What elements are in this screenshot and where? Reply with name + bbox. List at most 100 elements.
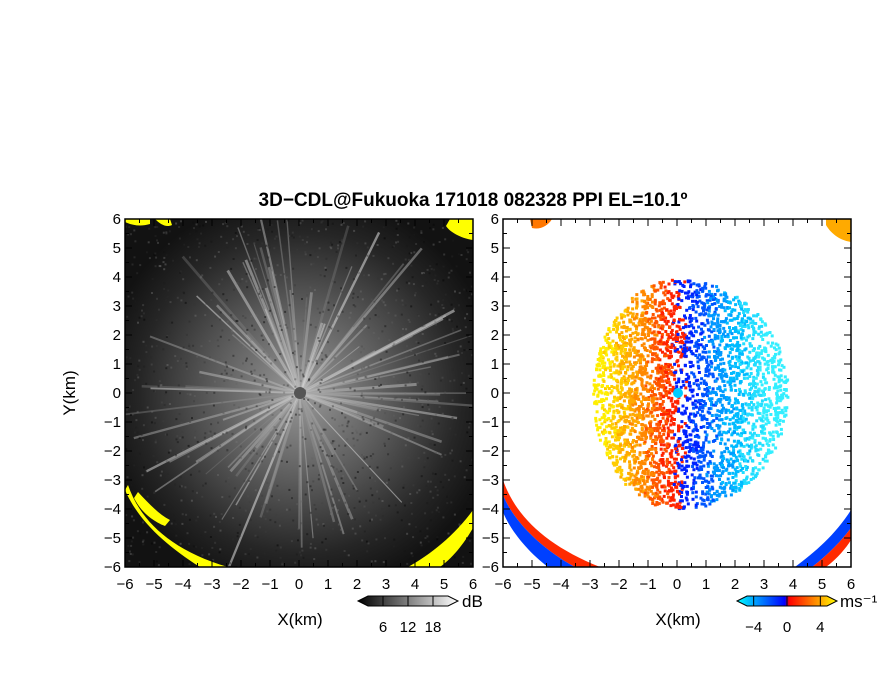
- velocity-pixel: [646, 469, 650, 473]
- velocity-pixel: [739, 327, 743, 331]
- reflectivity-speckle: [356, 471, 359, 473]
- velocity-pixel: [698, 407, 702, 410]
- reflectivity-speckle: [460, 254, 463, 256]
- velocity-pixel: [654, 448, 658, 452]
- velocity-pixel: [725, 375, 729, 378]
- velocity-pixel: [680, 455, 684, 459]
- velocity-pixel: [678, 340, 682, 344]
- velocity-pixel: [654, 451, 658, 455]
- reflectivity-speckle: [182, 449, 185, 452]
- velocity-pixel: [597, 383, 601, 387]
- velocity-pixel: [761, 414, 765, 418]
- reflectivity-speckle: [413, 436, 416, 439]
- velocity-pixel: [719, 362, 723, 366]
- velocity-pixel: [700, 502, 704, 506]
- reflectivity-speckle: [247, 495, 250, 498]
- velocity-pixel: [608, 431, 612, 435]
- velocity-pixel: [686, 280, 690, 284]
- x-tick-label: 4: [411, 576, 419, 593]
- reflectivity-speckle: [267, 561, 270, 564]
- velocity-pixel: [662, 494, 666, 498]
- velocity-pixel: [646, 404, 650, 408]
- velocity-pixel: [724, 372, 727, 376]
- velocity-pixel: [727, 354, 731, 358]
- velocity-pixel: [760, 324, 764, 328]
- velocity-pixel: [697, 291, 701, 295]
- velocity-pixel: [607, 375, 611, 379]
- reflectivity-speckle: [381, 508, 384, 511]
- reflectivity-speckle: [286, 384, 289, 387]
- velocity-pixel: [611, 455, 615, 458]
- velocity-pixel: [644, 384, 648, 388]
- velocity-pixel: [662, 411, 666, 414]
- reflectivity-speckle: [132, 536, 135, 539]
- reflectivity-speckle: [438, 405, 441, 408]
- reflectivity-speckle: [371, 494, 374, 497]
- velocity-pixel: [642, 469, 645, 473]
- reflectivity-speckle: [141, 309, 143, 312]
- velocity-pixel: [734, 455, 738, 459]
- reflectivity-speckle: [449, 427, 451, 430]
- reflectivity-speckle: [229, 562, 232, 565]
- reflectivity-ray: [299, 266, 353, 394]
- velocity-pixel: [758, 344, 762, 348]
- reflectivity-speckle: [148, 257, 151, 260]
- velocity-pixel: [653, 397, 657, 401]
- velocity-pixel: [661, 342, 665, 346]
- x-tick-label: −2: [232, 576, 249, 593]
- velocity-pixel: [720, 337, 724, 341]
- reflectivity-speckle: [132, 519, 135, 522]
- reflectivity-speckle: [225, 363, 228, 366]
- velocity-pixel: [651, 316, 654, 320]
- velocity-pixel: [777, 352, 781, 356]
- velocity-pixel: [702, 458, 706, 462]
- velocity-pixel: [633, 444, 637, 448]
- x-tick-label: 5: [818, 576, 826, 593]
- reflectivity-speckle: [298, 465, 301, 468]
- reflectivity-speckle: [162, 420, 165, 423]
- velocity-pixel: [639, 361, 642, 365]
- velocity-pixel: [764, 454, 768, 458]
- velocity-pixel: [670, 463, 674, 467]
- reflectivity-speckle: [446, 318, 449, 321]
- reflectivity-speckle: [369, 487, 372, 490]
- reflectivity-speckle: [397, 240, 400, 243]
- velocity-pixel: [719, 441, 723, 445]
- reflectivity-speckle: [401, 333, 404, 336]
- velocity-pixel: [641, 290, 645, 294]
- velocity-pixel: [771, 434, 775, 438]
- reflectivity-speckle: [146, 495, 149, 498]
- reflectivity-speckle: [189, 232, 191, 235]
- reflectivity-speckle: [242, 346, 245, 349]
- velocity-pixel: [694, 405, 698, 409]
- reflectivity-speckle: [370, 298, 373, 301]
- velocity-pixel: [634, 388, 638, 392]
- velocity-pixel: [685, 465, 689, 469]
- reflectivity-speckle: [361, 466, 364, 469]
- velocity-pixel: [682, 455, 686, 459]
- reflectivity-ray: [299, 329, 462, 394]
- velocity-pixel: [676, 338, 679, 341]
- velocity-pixel: [612, 400, 616, 404]
- velocity-pixel: [658, 490, 662, 494]
- reflectivity-speckle: [225, 431, 228, 434]
- velocity-pixel: [635, 391, 639, 395]
- reflectivity-speckle: [216, 449, 219, 452]
- velocity-pixel: [729, 376, 732, 380]
- velocity-pixel: [688, 320, 692, 324]
- velocity-pixel: [730, 318, 734, 322]
- velocity-pixel: [720, 368, 724, 372]
- velocity-pixel: [620, 403, 624, 407]
- velocity-pixel: [716, 319, 720, 323]
- reflectivity-speckle: [205, 220, 207, 223]
- reflectivity-speckle: [279, 418, 282, 420]
- reflectivity-speckle: [202, 484, 205, 487]
- reflectivity-speckle: [406, 502, 409, 505]
- velocity-pixel: [644, 387, 648, 391]
- reflectivity-speckle: [155, 345, 158, 347]
- velocity-pixel: [720, 305, 724, 309]
- velocity-pixel: [643, 482, 647, 486]
- velocity-pixel: [673, 337, 677, 340]
- reflectivity-speckle: [321, 462, 324, 465]
- reflectivity-speckle: [366, 246, 369, 249]
